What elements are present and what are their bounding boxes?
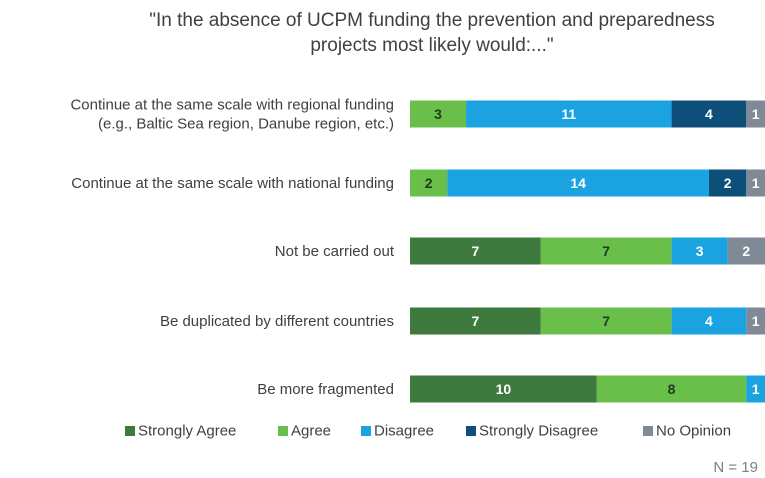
bar-segment — [746, 375, 765, 403]
bar-segment — [671, 237, 728, 265]
category-label: Be duplicated by different countries — [160, 313, 394, 330]
bar-segment — [540, 237, 672, 265]
bar-segment — [596, 375, 747, 403]
bar-value-label: 1 — [752, 175, 760, 191]
bar-segment — [410, 375, 597, 403]
bar-segment — [410, 237, 541, 265]
bar-value-label: 3 — [434, 106, 442, 122]
legend-label: No Opinion — [656, 423, 731, 440]
legend-swatch — [643, 426, 653, 436]
bar-value-label: 1 — [752, 313, 760, 329]
category-labels: Continue at the same scale with regional… — [70, 97, 394, 399]
category-label: Not be carried out — [275, 243, 395, 260]
chart-title: "In the absence of UCPM funding the prev… — [149, 10, 715, 56]
legend: Strongly Agree Agree Disagree Strongly Disa… — [125, 423, 731, 440]
bar-value-label: 2 — [742, 243, 750, 259]
bar-segment — [410, 307, 541, 335]
bar-segment — [727, 237, 765, 265]
bar-value-label: 1 — [752, 106, 760, 122]
legend-swatch — [125, 426, 135, 436]
bar-value-label: 2 — [425, 175, 433, 191]
legend-swatch — [278, 426, 288, 436]
chart-title-line: "In the absence of UCPM funding the prev… — [149, 10, 715, 31]
bar-value-label: 4 — [705, 106, 713, 122]
bar-segment — [746, 169, 765, 197]
bar-value-label: 7 — [471, 313, 479, 329]
legend-swatch — [361, 426, 371, 436]
bar-value-label: 1 — [752, 381, 760, 397]
bars: 3 11 4 1 2 14 2 1 7 7 3 2 7 7 4 1 10 8 1 — [410, 100, 765, 403]
category-label: Continue at the same scale with national… — [71, 175, 394, 192]
bar-value-label: 8 — [668, 381, 676, 397]
bar-segment — [466, 100, 672, 128]
bar-value-label: 14 — [570, 175, 586, 191]
bar-value-label: 7 — [471, 243, 479, 259]
bar-segment — [410, 100, 467, 128]
category-label: Continue at the same scale with regional… — [70, 97, 394, 114]
bar-segment — [410, 169, 448, 197]
legend-label: Strongly Agree — [138, 423, 236, 440]
bar-value-label: 7 — [602, 243, 610, 259]
category-label: Be more fragmented — [257, 381, 394, 398]
category-label: (e.g., Baltic Sea region, Danube region,… — [98, 116, 394, 133]
bar-value-label: 4 — [705, 313, 713, 329]
legend-label: Agree — [291, 423, 331, 440]
legend-label: Strongly Disagree — [479, 423, 598, 440]
legend-label: Disagree — [374, 423, 434, 440]
bar-value-label: 10 — [496, 381, 512, 397]
bar-segment — [708, 169, 747, 197]
sample-size-note: N = 19 — [713, 459, 758, 476]
bar-value-label: 2 — [724, 175, 732, 191]
bar-segment — [540, 307, 672, 335]
chart-title-line: projects most likely would:..." — [310, 35, 553, 56]
legend-swatch — [466, 426, 476, 436]
bar-segment — [447, 169, 709, 197]
bar-segment — [746, 100, 765, 128]
bar-segment — [671, 100, 747, 128]
bar-value-label: 3 — [696, 243, 704, 259]
bar-value-label: 7 — [602, 313, 610, 329]
bar-segment — [746, 307, 765, 335]
bar-segment — [671, 307, 747, 335]
bar-value-label: 11 — [561, 106, 576, 122]
